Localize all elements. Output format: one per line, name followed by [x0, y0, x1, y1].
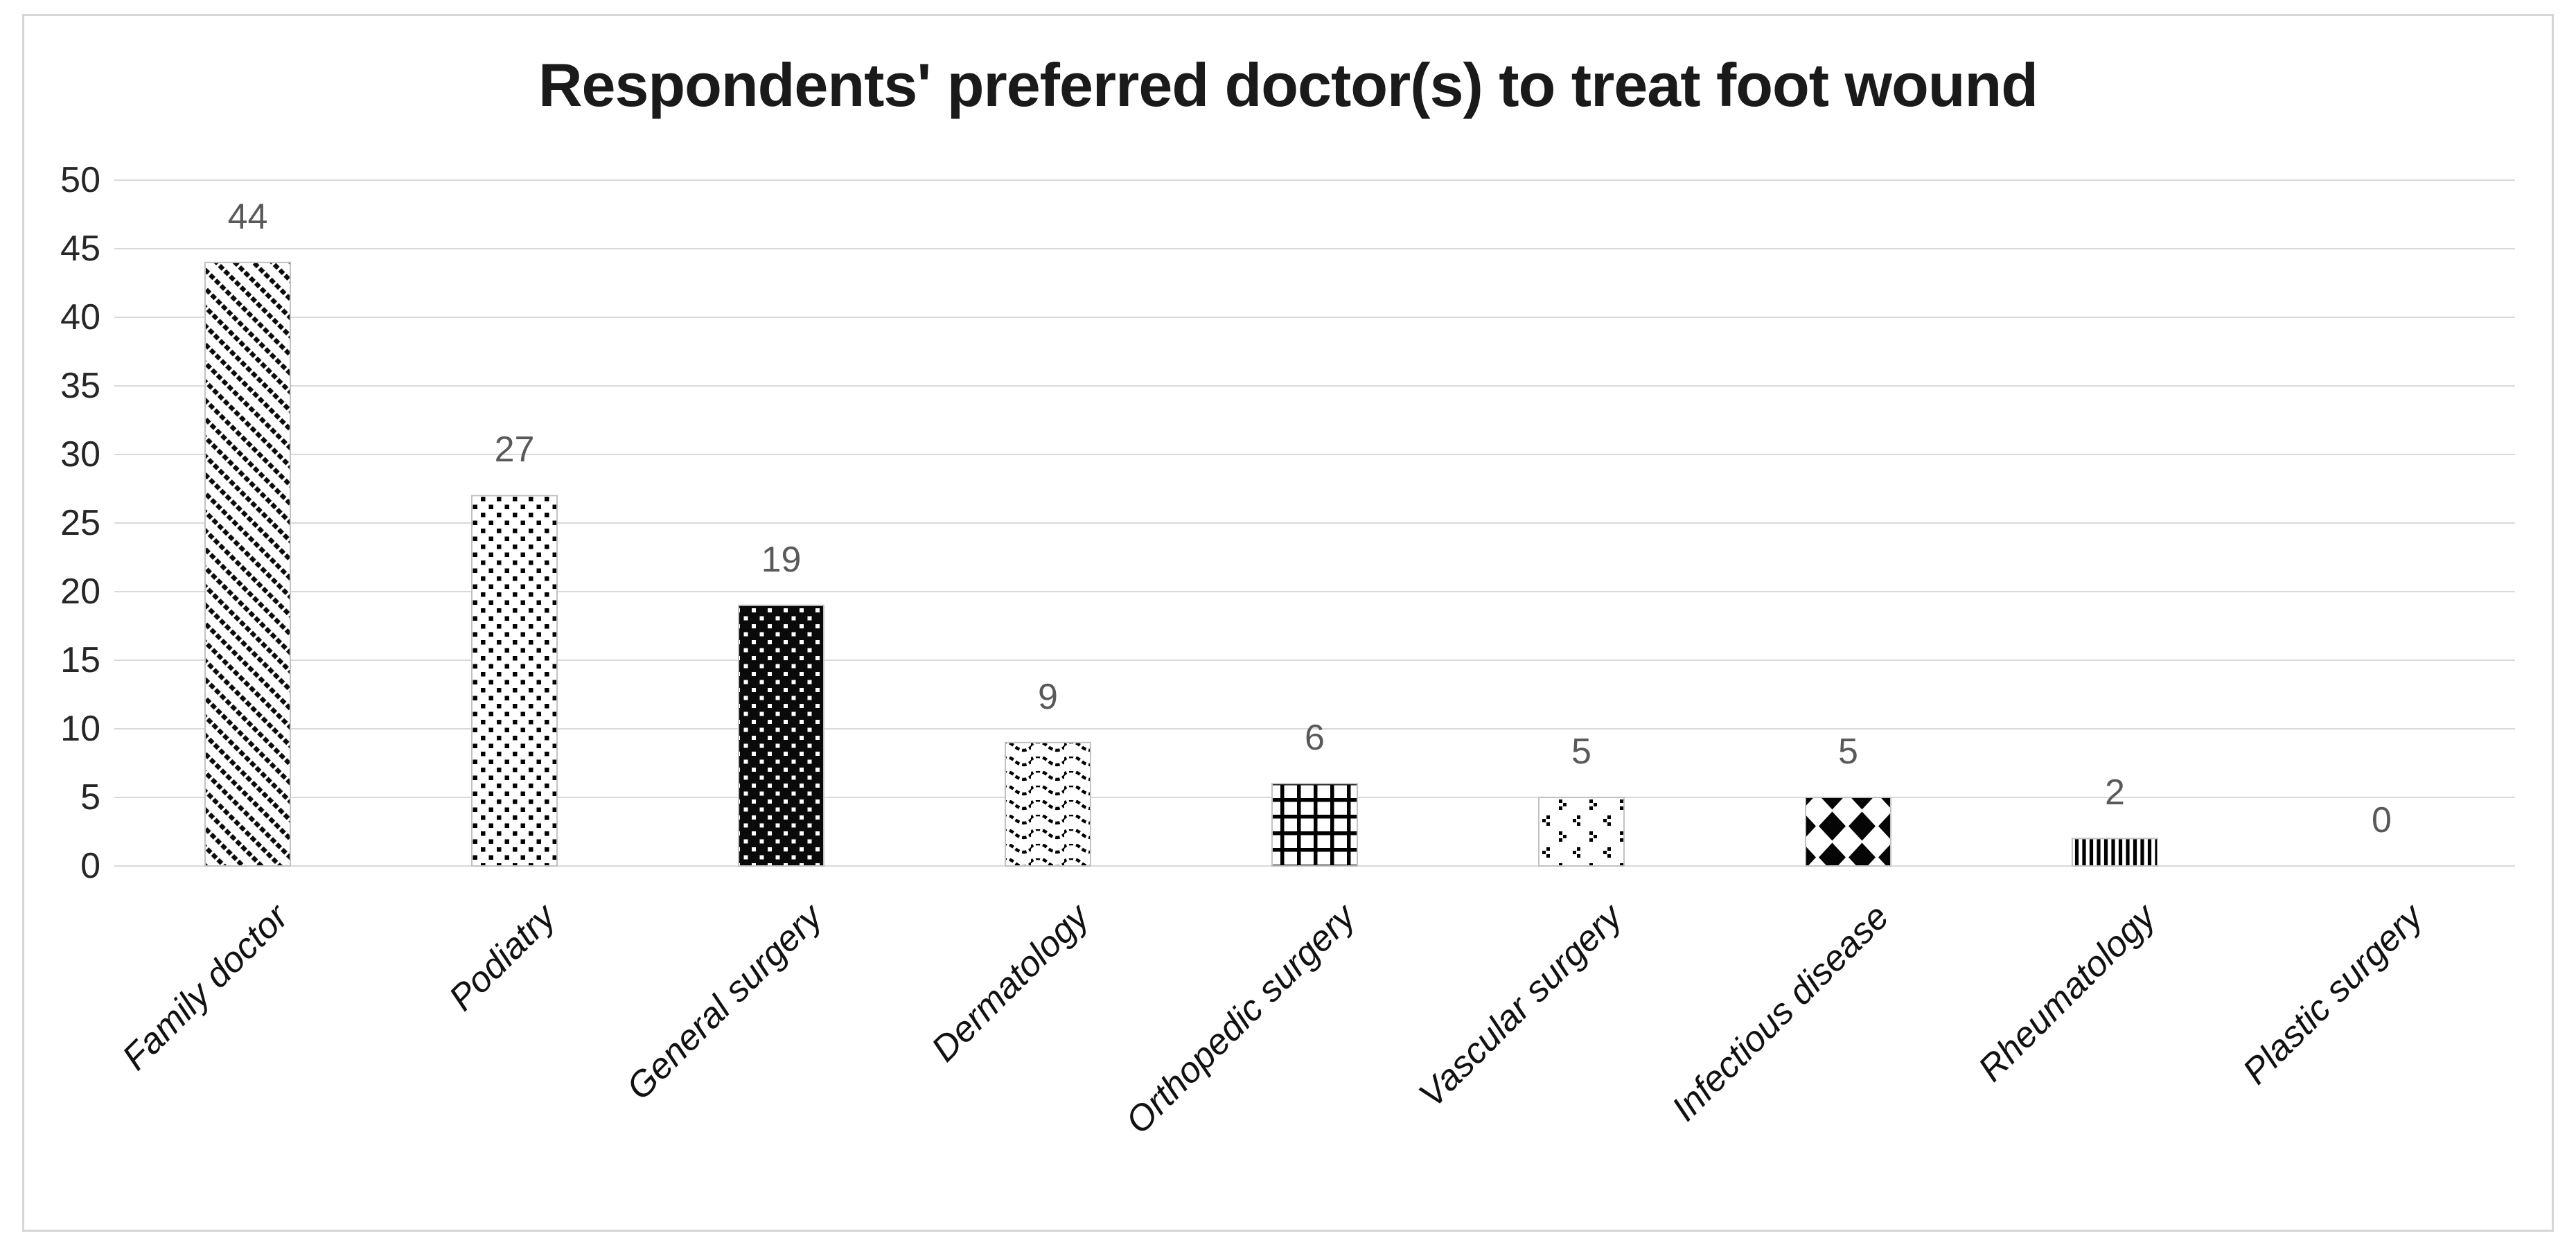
bar-value-label-dermatology: 9	[1038, 676, 1058, 717]
bar-family-doctor	[204, 261, 291, 867]
bar-value-label-infectious-disease: 5	[1838, 732, 1858, 772]
gridline	[114, 728, 2515, 729]
y-axis-tick-label: 45	[60, 229, 100, 269]
chart-frame	[22, 14, 2554, 1232]
y-axis-tick-label: 25	[60, 503, 100, 543]
bar-general-surgery	[738, 604, 824, 867]
gridline	[114, 385, 2515, 387]
y-axis-tick-label: 0	[80, 846, 100, 886]
gridline	[114, 522, 2515, 524]
bar-infectious-disease	[1805, 797, 1891, 867]
gridline	[114, 660, 2515, 661]
bar-value-label-plastic-surgery: 0	[2372, 800, 2392, 840]
y-axis-tick-label: 35	[60, 366, 100, 406]
y-axis-tick-label: 20	[60, 572, 100, 612]
bar-vascular-surgery	[1538, 797, 1625, 867]
bar-value-label-orthopedic-surgery: 6	[1305, 718, 1325, 759]
y-axis-tick-label: 15	[60, 640, 100, 680]
gridline	[114, 591, 2515, 592]
y-axis-tick-label: 40	[60, 297, 100, 337]
y-axis-tick-label: 10	[60, 709, 100, 749]
bar-dermatology	[1005, 741, 1091, 867]
gridline	[114, 248, 2515, 249]
bar-value-label-podiatry: 27	[494, 430, 535, 470]
y-axis-tick-label: 5	[80, 777, 100, 817]
bar-value-label-rheumatology: 2	[2105, 772, 2125, 813]
gridline	[114, 179, 2515, 181]
bar-value-label-family-doctor: 44	[227, 196, 268, 237]
bar-podiatry	[471, 495, 558, 867]
bar-rheumatology	[2072, 838, 2158, 867]
y-axis-tick-label: 50	[60, 160, 100, 200]
bar-value-label-vascular-surgery: 5	[1571, 732, 1591, 772]
bar-value-label-general-surgery: 19	[761, 539, 802, 580]
gridline	[114, 454, 2515, 455]
bar-orthopedic-surgery	[1271, 783, 1358, 867]
y-axis-tick-label: 30	[60, 434, 100, 475]
gridline	[114, 317, 2515, 318]
chart-title: Respondents' preferred doctor(s) to trea…	[538, 51, 2038, 119]
